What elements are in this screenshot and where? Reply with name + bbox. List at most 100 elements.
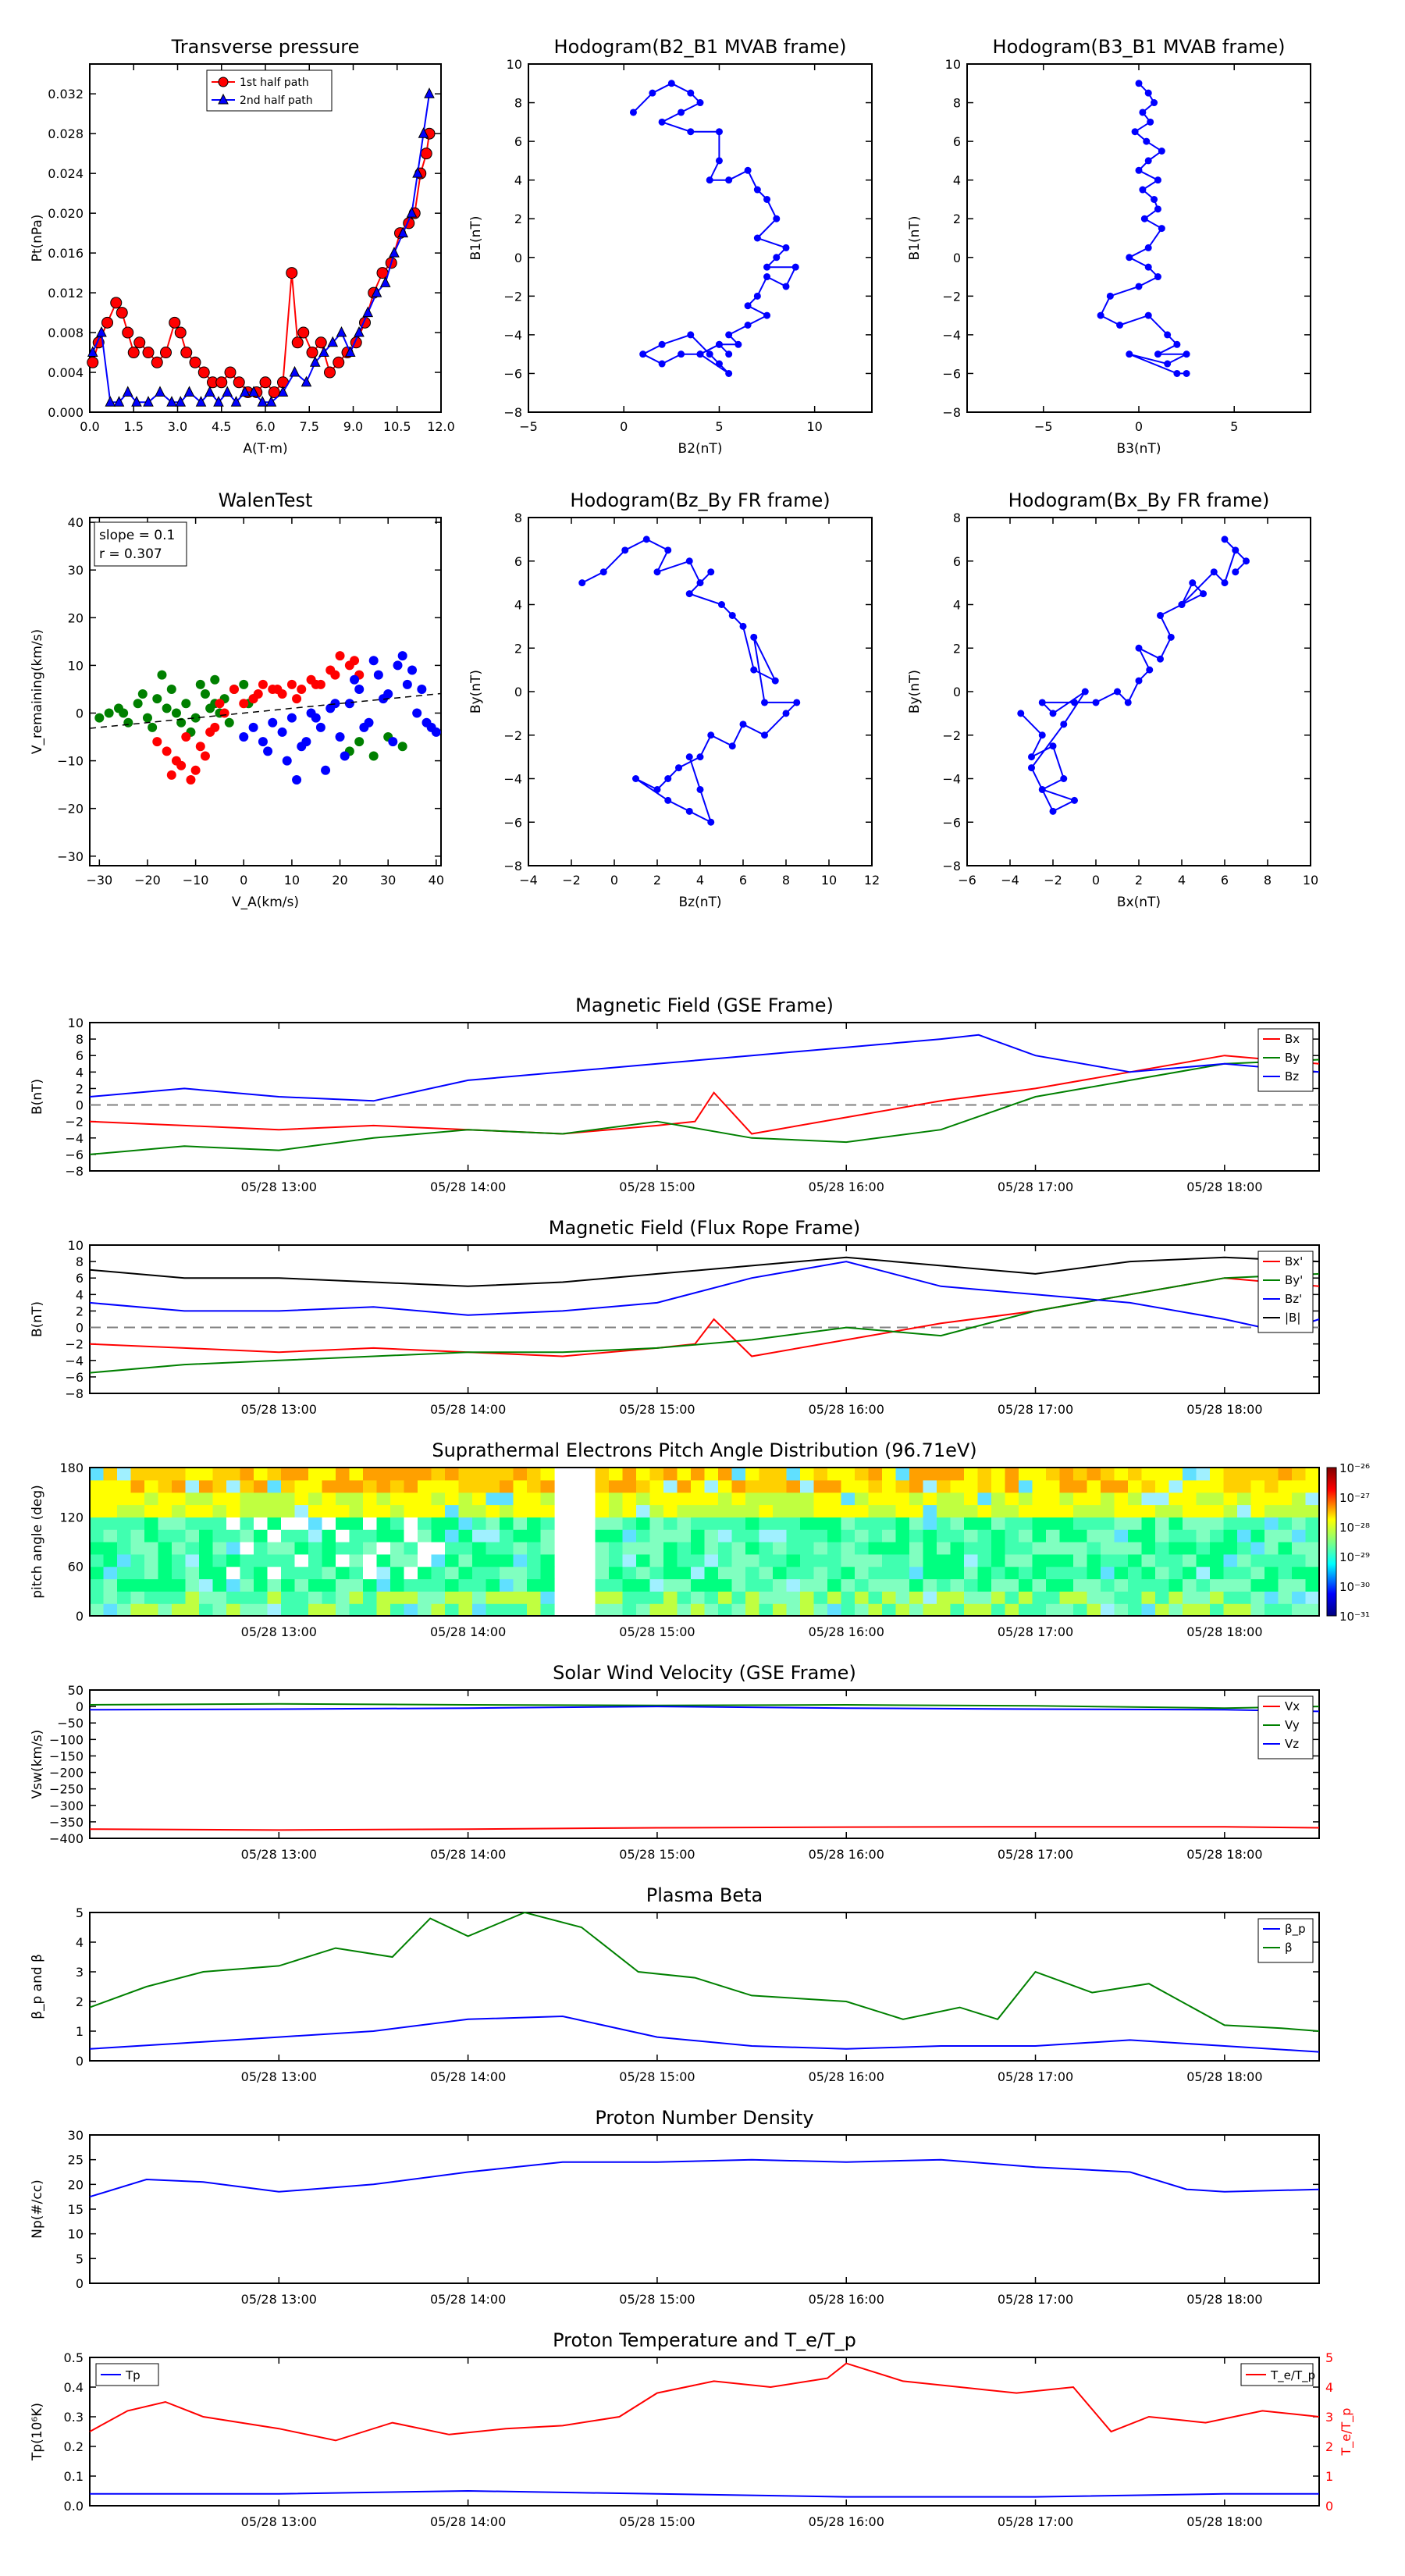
x-tick-label: −6 xyxy=(958,873,976,888)
heatmap-cell xyxy=(827,1479,842,1493)
heatmap-cell xyxy=(1250,1504,1265,1517)
heatmap-cell xyxy=(1264,1578,1279,1592)
heatmap-cell xyxy=(909,1603,924,1617)
data-point xyxy=(122,386,133,397)
y-tick-label: 180 xyxy=(59,1461,84,1475)
series-line-By xyxy=(89,1059,1320,1155)
heatmap-cell xyxy=(841,1492,855,1506)
data-point xyxy=(1221,579,1229,587)
heatmap-cell xyxy=(977,1591,992,1604)
y-tick-label: 120 xyxy=(59,1510,84,1525)
heatmap-cell xyxy=(226,1591,241,1604)
heatmap-cell xyxy=(322,1553,336,1567)
heatmap-cell xyxy=(1278,1578,1293,1592)
y-tick-label: 30 xyxy=(68,563,84,578)
y-tick-label: 60 xyxy=(68,1560,84,1574)
heatmap-cell xyxy=(527,1566,542,1580)
heatmap-cell xyxy=(390,1566,405,1580)
data-point xyxy=(335,651,345,661)
x-axis-label: Bx(nT) xyxy=(1117,895,1161,910)
series-line-β xyxy=(89,1911,1320,2032)
panel-title: Transverse pressure xyxy=(171,36,360,58)
panel-0: Transverse pressure0.0000.0040.0080.0120… xyxy=(30,36,455,457)
heatmap-cell xyxy=(390,1578,405,1592)
y-tick-label: −300 xyxy=(49,1799,84,1813)
data-point xyxy=(119,708,129,718)
heatmap-cell xyxy=(500,1517,514,1530)
heatmap-cell xyxy=(1183,1542,1197,1555)
heatmap-cell xyxy=(1305,1542,1320,1555)
panel-5: Hodogram(Bx_By FR frame)−8−6−4−202468−6−… xyxy=(907,489,1318,910)
heatmap-cell xyxy=(226,1603,241,1617)
heatmap-cell xyxy=(458,1553,473,1567)
data-point xyxy=(1071,699,1078,706)
heatmap-cell xyxy=(103,1542,118,1555)
legend-label: T_e/T_p xyxy=(1270,2368,1315,2383)
heatmap-cell xyxy=(718,1492,733,1506)
heatmap-cell xyxy=(718,1578,733,1592)
y-tick-label: −200 xyxy=(49,1766,84,1781)
y-tick-label: 0.1 xyxy=(64,2469,84,2484)
x-tick-label: 8 xyxy=(1264,873,1272,888)
heatmap-cell xyxy=(1087,1553,1101,1567)
heatmap-cell xyxy=(527,1603,542,1617)
heatmap-cell xyxy=(513,1517,528,1530)
x-tick-label: −5 xyxy=(519,419,538,434)
x-axis-label: B3(nT) xyxy=(1117,441,1161,457)
y-axis-label: Pt(nPa) xyxy=(30,215,45,262)
data-point xyxy=(1154,273,1161,281)
x-tick-label: 05/28 17:00 xyxy=(998,1624,1073,1639)
heatmap-cell xyxy=(663,1529,678,1542)
heatmap-cell xyxy=(773,1591,788,1604)
heatmap-cell xyxy=(786,1591,801,1604)
heatmap-cell xyxy=(1305,1479,1320,1493)
panel-title: Hodogram(Bz_By FR frame) xyxy=(570,489,830,511)
heatmap-cell xyxy=(622,1468,637,1481)
data-point xyxy=(791,263,799,271)
x-tick-label: 05/28 14:00 xyxy=(430,2514,506,2529)
data-point xyxy=(104,708,114,718)
heatmap-cell xyxy=(937,1529,951,1542)
heatmap-cell xyxy=(1183,1504,1197,1517)
heatmap-cell xyxy=(486,1566,500,1580)
y-tick-label: 5 xyxy=(76,1905,84,1920)
data-point xyxy=(379,276,391,287)
data-point xyxy=(1060,720,1068,728)
heatmap-cell xyxy=(1264,1553,1279,1567)
heatmap-cell xyxy=(1032,1492,1047,1506)
heatmap-cell xyxy=(718,1566,733,1580)
x-tick-label: 05/28 18:00 xyxy=(1186,2514,1262,2529)
heatmap-cell xyxy=(1155,1542,1170,1555)
heatmap-cell xyxy=(882,1578,897,1592)
heatmap-cell xyxy=(649,1504,664,1517)
heatmap-cell xyxy=(964,1542,979,1555)
heatmap-cell xyxy=(240,1553,254,1567)
heatmap-cell xyxy=(336,1492,350,1506)
heatmap-cell xyxy=(813,1504,828,1517)
y-tick-label: 6 xyxy=(953,134,961,149)
heatmap-cell xyxy=(376,1529,391,1542)
data-point xyxy=(324,366,336,379)
heatmap-cell xyxy=(513,1504,528,1517)
heatmap-cell xyxy=(1278,1504,1293,1517)
y-tick-label: 6 xyxy=(514,134,522,149)
heatmap-cell xyxy=(1101,1517,1115,1530)
heatmap-cell xyxy=(649,1578,664,1592)
heatmap-cell xyxy=(609,1504,624,1517)
x-tick-label: 30 xyxy=(380,873,396,888)
heatmap-cell xyxy=(909,1553,924,1567)
heatmap-cell xyxy=(977,1479,992,1493)
heatmap-cell xyxy=(117,1578,132,1592)
heatmap-cell xyxy=(458,1566,473,1580)
data-point xyxy=(354,326,365,337)
data-point xyxy=(1154,176,1161,184)
data-point xyxy=(94,713,105,723)
heatmap-cell xyxy=(991,1517,1006,1530)
heatmap-cell xyxy=(281,1578,296,1592)
heatmap-cell xyxy=(841,1603,855,1617)
x-tick-label: −10 xyxy=(183,873,209,888)
heatmap-cell xyxy=(540,1492,555,1506)
y-tick-label: 0.5 xyxy=(64,2350,84,2365)
y-tick-label: −8 xyxy=(503,859,522,873)
